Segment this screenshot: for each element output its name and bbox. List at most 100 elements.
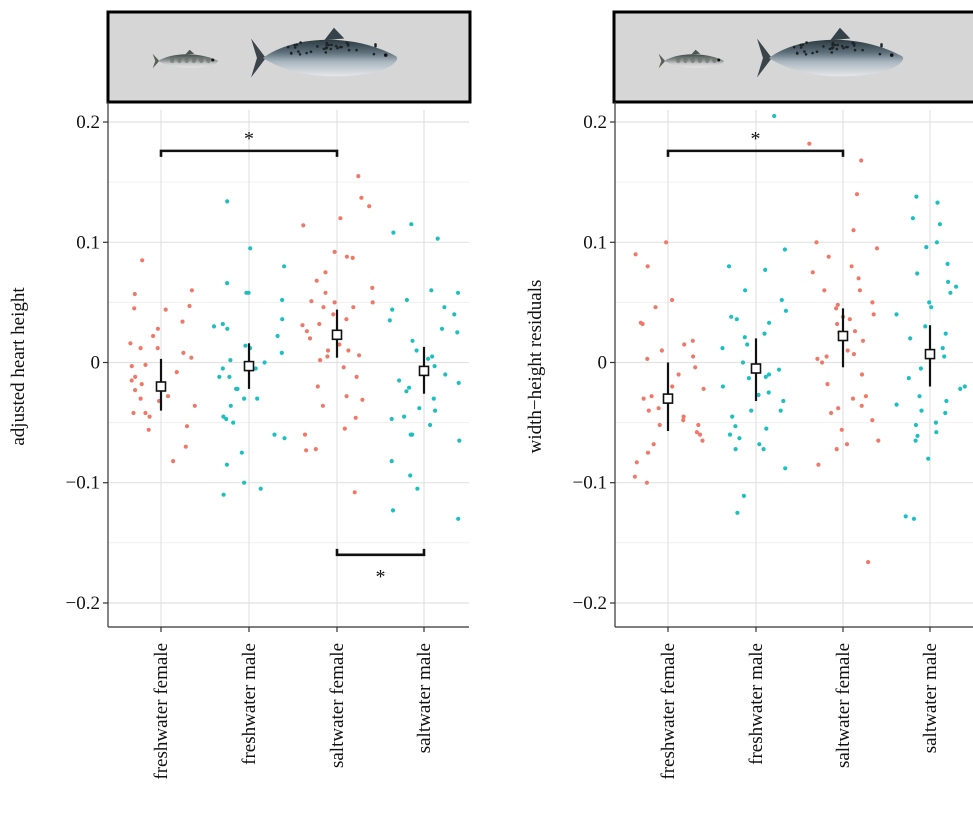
point-saltwater-female	[325, 354, 330, 359]
point-saltwater-female	[863, 394, 869, 399]
point-freshwater-male	[262, 360, 267, 365]
point-freshwater-male	[220, 366, 225, 371]
point-saltwater-male	[915, 271, 920, 276]
fish-parr-mark-shape	[697, 57, 703, 64]
fish-spot-shape	[286, 45, 290, 49]
fish-parr-mark-shape	[676, 57, 681, 64]
point-saltwater-female	[847, 317, 852, 322]
point-saltwater-male	[456, 516, 461, 521]
gridlines	[108, 110, 469, 627]
point-freshwater-male	[761, 447, 766, 452]
large-salmon-icon	[251, 27, 398, 78]
y-tick-label: −0.1	[66, 473, 100, 494]
x-tick-label-freshwater-female: freshwater female	[151, 643, 172, 780]
point-saltwater-male	[409, 222, 414, 227]
means	[662, 308, 936, 431]
point-saltwater-male	[408, 432, 413, 437]
y-tick-label: 0.1	[583, 232, 607, 253]
fish-body-shape	[768, 39, 904, 77]
point-saltwater-male	[913, 438, 918, 443]
y-axis-title: width−height residuals	[525, 280, 546, 454]
point-freshwater-male	[275, 333, 280, 339]
mean-saltwater-female	[837, 330, 849, 342]
point-saltwater-male	[408, 473, 413, 478]
small-salmon-icon	[658, 49, 724, 69]
point-saltwater-male	[415, 486, 420, 491]
point-saltwater-female	[816, 462, 821, 467]
point-freshwater-female	[181, 350, 186, 355]
point-saltwater-female	[354, 374, 359, 379]
fish-spot-shape	[340, 45, 343, 49]
point-saltwater-male	[407, 385, 412, 390]
y-tick-label: −0.2	[66, 593, 100, 614]
point-freshwater-male	[737, 436, 742, 441]
point-saltwater-female	[332, 300, 337, 305]
point-saltwater-female	[346, 348, 351, 353]
point-saltwater-female	[320, 403, 325, 408]
fish-eye-shape	[383, 53, 388, 57]
fish-spot-shape	[293, 43, 296, 47]
point-saltwater-female	[829, 410, 834, 416]
y-tick-label: −0.1	[573, 473, 607, 494]
x-tick-label-saltwater-female: saltwater female	[327, 643, 348, 768]
point-freshwater-male	[255, 396, 260, 401]
point-saltwater-female	[302, 432, 308, 437]
point-saltwater-male	[923, 324, 928, 329]
point-saltwater-male	[946, 279, 951, 284]
point-freshwater-male	[221, 492, 226, 497]
fish-spot-shape	[374, 44, 377, 48]
mean-freshwater-male	[243, 360, 255, 372]
point-saltwater-female	[357, 353, 362, 358]
point-freshwater-female	[143, 362, 148, 367]
point-saltwater-male	[933, 420, 939, 425]
point-saltwater-female	[859, 403, 864, 408]
significance-bracket	[159, 149, 339, 157]
point-saltwater-female	[314, 278, 319, 283]
point-saltwater-male	[894, 402, 899, 407]
point-freshwater-female	[694, 430, 700, 435]
point-saltwater-male	[919, 408, 924, 413]
point-freshwater-female	[633, 252, 638, 257]
point-saltwater-male	[456, 380, 461, 385]
point-saltwater-male	[908, 336, 913, 341]
point-saltwater-female	[321, 305, 326, 310]
point-freshwater-female	[132, 291, 137, 297]
point-freshwater-female	[690, 338, 695, 343]
point-saltwater-male	[390, 307, 395, 312]
fish-spot-shape	[804, 53, 808, 56]
data-points	[128, 174, 462, 521]
significance-bracket	[335, 548, 426, 557]
point-freshwater-female	[645, 264, 650, 269]
point-freshwater-female	[189, 355, 194, 360]
fish-spot-shape	[355, 48, 358, 52]
y-tick-label: 0	[91, 353, 101, 374]
fish-spot-shape	[861, 48, 864, 52]
point-freshwater-male	[763, 267, 768, 272]
mean-freshwater-male	[750, 363, 762, 374]
point-freshwater-female	[645, 356, 650, 361]
point-saltwater-female	[849, 264, 854, 269]
point-saltwater-male	[452, 312, 457, 317]
point-saltwater-female	[360, 397, 365, 402]
point-saltwater-female	[356, 174, 361, 179]
point-freshwater-female	[133, 388, 138, 393]
point-freshwater-male	[211, 324, 217, 329]
point-saltwater-female	[370, 300, 375, 305]
point-freshwater-female	[649, 394, 654, 399]
point-saltwater-female	[344, 394, 349, 399]
point-saltwater-female	[845, 348, 850, 353]
fish-tail-shape	[152, 53, 160, 69]
fish-spot-shape	[325, 41, 329, 45]
point-saltwater-female	[325, 348, 331, 353]
point-freshwater-female	[653, 305, 658, 310]
fish-spot-shape	[835, 47, 839, 51]
point-freshwater-male	[253, 366, 258, 371]
y-tick-label: 0.2	[583, 112, 607, 133]
point-freshwater-female	[128, 341, 133, 346]
point-saltwater-female	[876, 438, 881, 443]
point-saltwater-female	[870, 418, 875, 423]
chart-panel-2: 0.2 0.1 0 −0.1 −0.2 freshwater female freshwat…	[525, 10, 973, 780]
point-saltwater-male	[927, 300, 932, 305]
point-freshwater-male	[746, 376, 752, 381]
point-saltwater-female	[851, 352, 857, 357]
